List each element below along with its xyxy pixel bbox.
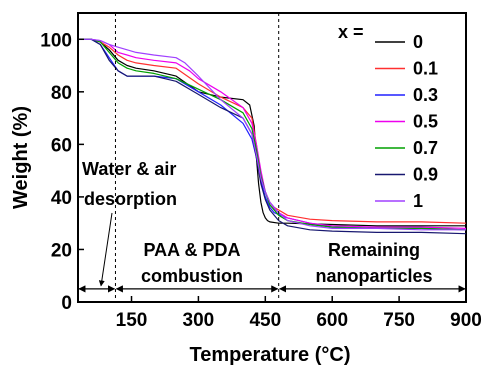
series-line-0 xyxy=(78,38,466,227)
y-tick-label-100: 100 xyxy=(40,30,72,51)
y-axis-title: Weight (%) xyxy=(10,106,32,209)
legend-label-0.7: 0.7 xyxy=(413,138,438,158)
x-tick-label-900: 900 xyxy=(450,310,482,331)
series-line-0.1 xyxy=(78,38,467,224)
legend-title: x = xyxy=(338,22,364,42)
region-label-0-line2: desorption xyxy=(84,189,177,209)
plot-area xyxy=(77,12,467,303)
annotation-layer: Water & air desorption PAA & PDA combustion… xyxy=(78,13,466,302)
y-tick-label-60: 60 xyxy=(51,135,72,156)
legend-label-1: 1 xyxy=(413,191,423,211)
region-label-1-line1: PAA & PDA xyxy=(143,240,240,260)
x-tick-label-150: 150 xyxy=(116,310,148,331)
legend-label-0.1: 0.1 xyxy=(413,59,438,79)
y-tick-label-40: 40 xyxy=(51,188,72,209)
region-label-2-line2: nanoparticles xyxy=(315,266,432,286)
series-line-0.5 xyxy=(78,38,467,229)
x-tick-label-450: 450 xyxy=(249,310,281,331)
axes: 150 300 450 600 750 900 0 20 40 60 80 100 Temperatur… xyxy=(10,30,482,366)
legend-label-0.3: 0.3 xyxy=(413,85,438,105)
series-line-1 xyxy=(78,38,466,231)
x-tick-label-750: 750 xyxy=(383,310,415,331)
x-tick-label-300: 300 xyxy=(183,310,215,331)
series-layer xyxy=(78,38,467,235)
series-line-0.7 xyxy=(78,38,467,231)
region-label-0-line1: Water & air xyxy=(82,159,176,179)
legend-label-0: 0 xyxy=(413,32,423,52)
x-tick-label-600: 600 xyxy=(316,310,348,331)
y-tick-label-0: 0 xyxy=(61,293,72,314)
plot-frame xyxy=(77,12,467,303)
legend-label-0.9: 0.9 xyxy=(413,165,438,185)
y-tick-label-80: 80 xyxy=(51,83,72,104)
legend-label-0.5: 0.5 xyxy=(413,112,438,132)
region-label-1-line2: combustion xyxy=(141,266,243,286)
region-label-2-line1: Remaining xyxy=(328,240,420,260)
legend: x = 0 0.1 0.3 0.5 0.7 0.9 1 xyxy=(338,22,438,211)
x-axis-title: Temperature (°C) xyxy=(190,344,351,366)
y-tick-label-20: 20 xyxy=(51,240,72,261)
desorption-pointer xyxy=(98,212,113,287)
